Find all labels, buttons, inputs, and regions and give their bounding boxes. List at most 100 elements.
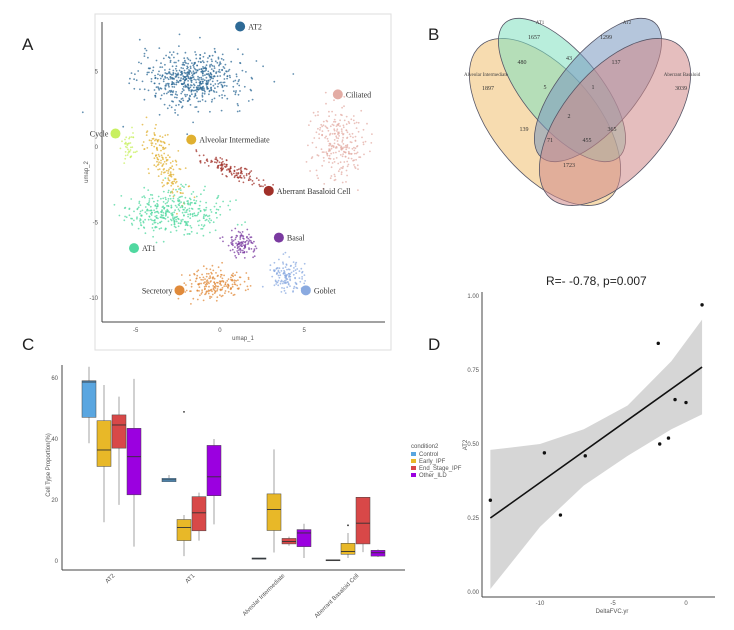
umap-point — [155, 86, 158, 89]
umap-point — [230, 279, 233, 282]
umap-point — [155, 207, 158, 210]
cluster-marker — [273, 232, 284, 243]
umap-point — [346, 165, 349, 168]
umap-point — [330, 147, 333, 150]
umap-point — [193, 78, 196, 81]
umap-point — [168, 68, 171, 71]
umap-point — [274, 279, 277, 282]
umap-point — [200, 292, 203, 295]
umap-point — [251, 98, 254, 101]
umap-point — [174, 72, 177, 75]
umap-point — [139, 222, 142, 224]
umap-point — [167, 191, 170, 194]
umap-point — [239, 236, 242, 239]
umap-point — [357, 189, 359, 192]
umap-point — [294, 265, 297, 267]
venn-region-count: 365 — [608, 127, 617, 133]
umap-point — [171, 191, 174, 194]
umap-point — [352, 136, 354, 139]
umap-point — [154, 226, 157, 229]
umap-point — [207, 215, 209, 218]
umap-point — [250, 236, 253, 239]
umap-point — [176, 212, 178, 215]
umap-point — [235, 242, 238, 245]
umap-point — [334, 132, 336, 135]
umap-point — [207, 70, 210, 73]
umap-point — [350, 118, 353, 121]
umap-point — [371, 133, 373, 136]
umap-point — [169, 174, 172, 176]
umap-point — [122, 125, 125, 128]
umap-point — [356, 145, 359, 147]
umap-point — [160, 220, 163, 223]
umap-point — [213, 277, 216, 280]
umap-point — [277, 284, 280, 287]
umap-point — [344, 155, 347, 158]
umap-point — [175, 180, 178, 183]
umap-point — [200, 193, 202, 196]
umap-point — [194, 68, 197, 71]
umap-point — [346, 145, 349, 148]
umap-point — [208, 285, 210, 288]
umap-point — [189, 65, 192, 68]
umap-point — [197, 84, 199, 87]
umap-point — [246, 228, 249, 231]
umap-point — [195, 149, 198, 151]
umap-point — [244, 289, 247, 292]
umap-point — [341, 181, 344, 184]
umap-point — [312, 111, 315, 114]
umap-point — [164, 147, 167, 149]
umap-point — [175, 188, 177, 191]
umap-point — [203, 224, 206, 227]
umap-point — [165, 84, 167, 87]
umap-point — [236, 223, 239, 226]
cluster-marker — [129, 243, 140, 254]
umap-point — [118, 214, 121, 217]
umap-point — [213, 97, 216, 100]
umap-point — [343, 95, 346, 98]
umap-point — [184, 78, 187, 81]
umap-point — [156, 149, 159, 152]
umap-point — [328, 115, 330, 118]
umap-point — [191, 215, 194, 218]
umap-point — [231, 236, 233, 238]
umap-point — [219, 276, 222, 278]
data-point — [656, 341, 660, 346]
umap-point — [148, 198, 151, 200]
umap-point — [199, 86, 202, 89]
umap-point — [142, 220, 145, 223]
umap-point — [262, 179, 265, 182]
umap-point — [292, 273, 295, 276]
umap-point — [170, 191, 172, 193]
umap-point — [342, 153, 344, 156]
umap-point — [190, 193, 193, 195]
umap-point — [183, 57, 186, 60]
umap-point — [236, 176, 239, 179]
umap-point — [180, 77, 183, 79]
umap-point — [132, 136, 135, 139]
umap-point — [332, 152, 335, 154]
umap-point — [164, 202, 167, 205]
umap-point — [182, 192, 184, 195]
umap-point — [243, 177, 246, 179]
umap-point — [201, 82, 204, 85]
umap-point — [305, 161, 308, 163]
umap-point — [206, 73, 209, 76]
umap-point — [295, 272, 298, 274]
umap-point — [253, 249, 256, 252]
umap-point — [199, 210, 202, 213]
umap-point — [301, 278, 303, 280]
umap-point — [207, 292, 210, 295]
umap-point — [362, 143, 365, 146]
umap-point — [177, 114, 179, 116]
umap-point — [242, 237, 245, 240]
umap-point — [337, 143, 339, 146]
umap-point — [211, 98, 214, 101]
umap-point — [125, 216, 128, 219]
umap-point — [201, 72, 204, 75]
umap-point — [343, 119, 346, 122]
umap-point — [146, 71, 149, 74]
umap-point — [213, 65, 216, 68]
umap-point — [194, 280, 197, 283]
umap-point — [357, 121, 360, 124]
